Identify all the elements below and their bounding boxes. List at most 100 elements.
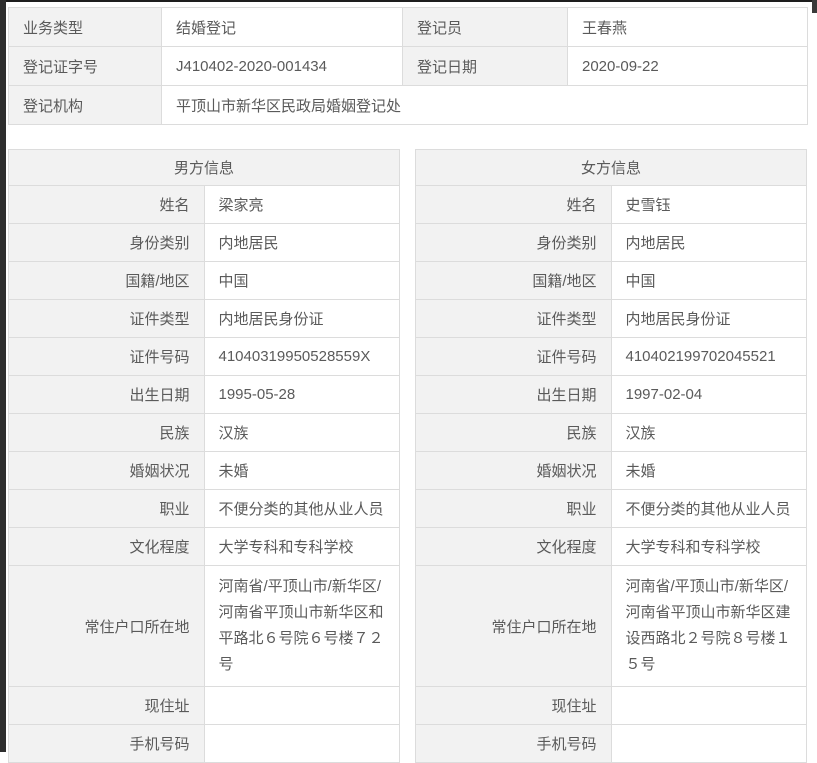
field-label: 婚姻状况	[8, 451, 205, 490]
field-label: 姓名	[415, 185, 612, 224]
table-row: 登记机构 平顶山市新华区民政局婚姻登记处	[8, 85, 808, 125]
female-info-table: 女方信息 姓名 史雪钰 身份类别 内地居民 国籍/地区 中国 证件类型 内地居民…	[415, 149, 807, 763]
field-value-registrar: 王春燕	[567, 7, 808, 47]
window-corner-mark	[812, 0, 817, 13]
field-label: 身份类别	[415, 223, 612, 262]
field-value: 1997-02-04	[610, 375, 807, 414]
field-label: 国籍/地区	[415, 261, 612, 300]
field-value: 中国	[203, 261, 400, 300]
field-label: 姓名	[8, 185, 205, 224]
field-label-registrar: 登记员	[402, 7, 568, 47]
field-label: 职业	[8, 489, 205, 528]
table-row: 民族 汉族	[415, 413, 807, 452]
table-row: 现住址	[8, 686, 400, 725]
field-value: 不便分类的其他从业人员	[203, 489, 400, 528]
table-row: 文化程度 大学专科和专科学校	[8, 527, 400, 566]
field-label: 证件号码	[415, 337, 612, 376]
table-row: 职业 不便分类的其他从业人员	[8, 489, 400, 528]
table-row: 身份类别 内地居民	[415, 223, 807, 262]
field-label: 出生日期	[415, 375, 612, 414]
table-row: 身份类别 内地居民	[8, 223, 400, 262]
field-label: 婚姻状况	[415, 451, 612, 490]
field-label-registration-date: 登记日期	[402, 46, 568, 86]
field-value	[610, 724, 807, 763]
table-row: 常住户口所在地 河南省/平顶山市/新华区/河南省平顶山市新华区建设西路北２号院８…	[415, 565, 807, 687]
table-row: 证件类型 内地居民身份证	[8, 299, 400, 338]
table-row: 手机号码	[415, 724, 807, 763]
field-label: 证件类型	[415, 299, 612, 338]
table-row: 婚姻状况 未婚	[8, 451, 400, 490]
table-row: 现住址	[415, 686, 807, 725]
record-content: 业务类型 结婚登记 登记员 王春燕 登记证字号 J410402-2020-001…	[8, 7, 808, 763]
field-value: 河南省/平顶山市/新华区/河南省平顶山市新华区和平路北６号院６号楼７２号	[203, 565, 400, 687]
table-row: 姓名 梁家亮	[8, 185, 400, 224]
field-value: 内地居民身份证	[203, 299, 400, 338]
field-label: 职业	[415, 489, 612, 528]
field-value: 未婚	[203, 451, 400, 490]
table-row: 国籍/地区 中国	[8, 261, 400, 300]
field-value	[203, 724, 400, 763]
field-label-business-type: 业务类型	[8, 7, 162, 47]
person-tables: 男方信息 姓名 梁家亮 身份类别 内地居民 国籍/地区 中国 证件类型 内地居民…	[8, 149, 808, 763]
field-value: 410402199702045521	[610, 337, 807, 376]
field-value: 不便分类的其他从业人员	[610, 489, 807, 528]
field-value	[610, 686, 807, 725]
table-row: 婚姻状况 未婚	[415, 451, 807, 490]
table-row: 男方信息	[8, 149, 400, 186]
table-row: 证件号码 410402199702045521	[415, 337, 807, 376]
field-value: 汉族	[610, 413, 807, 452]
window-left-border	[0, 0, 6, 752]
field-value: 未婚	[610, 451, 807, 490]
field-label: 常住户口所在地	[415, 565, 612, 687]
table-row: 出生日期 1995-05-28	[8, 375, 400, 414]
table-row: 手机号码	[8, 724, 400, 763]
field-value-certificate-no: J410402-2020-001434	[161, 46, 403, 86]
field-label: 国籍/地区	[8, 261, 205, 300]
table-row: 女方信息	[415, 149, 807, 186]
field-value-business-type: 结婚登记	[161, 7, 403, 47]
field-value: 41040319950528559X	[203, 337, 400, 376]
window-top-border	[0, 0, 817, 2]
field-label: 手机号码	[415, 724, 612, 763]
table-row: 姓名 史雪钰	[415, 185, 807, 224]
field-label-certificate-no: 登记证字号	[8, 46, 162, 86]
table-row: 证件类型 内地居民身份证	[415, 299, 807, 338]
field-value: 内地居民	[203, 223, 400, 262]
field-value: 1995-05-28	[203, 375, 400, 414]
field-label: 常住户口所在地	[8, 565, 205, 687]
field-value	[203, 686, 400, 725]
table-row: 文化程度 大学专科和专科学校	[415, 527, 807, 566]
table-row: 证件号码 41040319950528559X	[8, 337, 400, 376]
field-value: 梁家亮	[203, 185, 400, 224]
field-value: 大学专科和专科学校	[610, 527, 807, 566]
male-info-title: 男方信息	[8, 149, 400, 186]
field-label: 文化程度	[415, 527, 612, 566]
table-row: 国籍/地区 中国	[415, 261, 807, 300]
male-info-table: 男方信息 姓名 梁家亮 身份类别 内地居民 国籍/地区 中国 证件类型 内地居民…	[8, 149, 400, 763]
field-value: 河南省/平顶山市/新华区/河南省平顶山市新华区建设西路北２号院８号楼１５号	[610, 565, 807, 687]
field-label: 手机号码	[8, 724, 205, 763]
field-label: 现住址	[415, 686, 612, 725]
field-label: 民族	[415, 413, 612, 452]
field-label: 民族	[8, 413, 205, 452]
field-label: 文化程度	[8, 527, 205, 566]
field-value: 内地居民身份证	[610, 299, 807, 338]
field-value-registration-office: 平顶山市新华区民政局婚姻登记处	[161, 85, 808, 125]
table-row: 职业 不便分类的其他从业人员	[415, 489, 807, 528]
table-row: 民族 汉族	[8, 413, 400, 452]
table-row: 出生日期 1997-02-04	[415, 375, 807, 414]
field-label: 证件类型	[8, 299, 205, 338]
field-value: 大学专科和专科学校	[203, 527, 400, 566]
table-row: 常住户口所在地 河南省/平顶山市/新华区/河南省平顶山市新华区和平路北６号院６号…	[8, 565, 400, 687]
field-value-registration-date: 2020-09-22	[567, 46, 808, 86]
field-label-registration-office: 登记机构	[8, 85, 162, 125]
field-label: 出生日期	[8, 375, 205, 414]
field-value: 汉族	[203, 413, 400, 452]
field-value: 史雪钰	[610, 185, 807, 224]
field-label: 证件号码	[8, 337, 205, 376]
female-info-title: 女方信息	[415, 149, 807, 186]
field-label: 现住址	[8, 686, 205, 725]
registration-summary-table: 业务类型 结婚登记 登记员 王春燕 登记证字号 J410402-2020-001…	[8, 7, 808, 125]
table-row: 登记证字号 J410402-2020-001434 登记日期 2020-09-2…	[8, 46, 808, 86]
